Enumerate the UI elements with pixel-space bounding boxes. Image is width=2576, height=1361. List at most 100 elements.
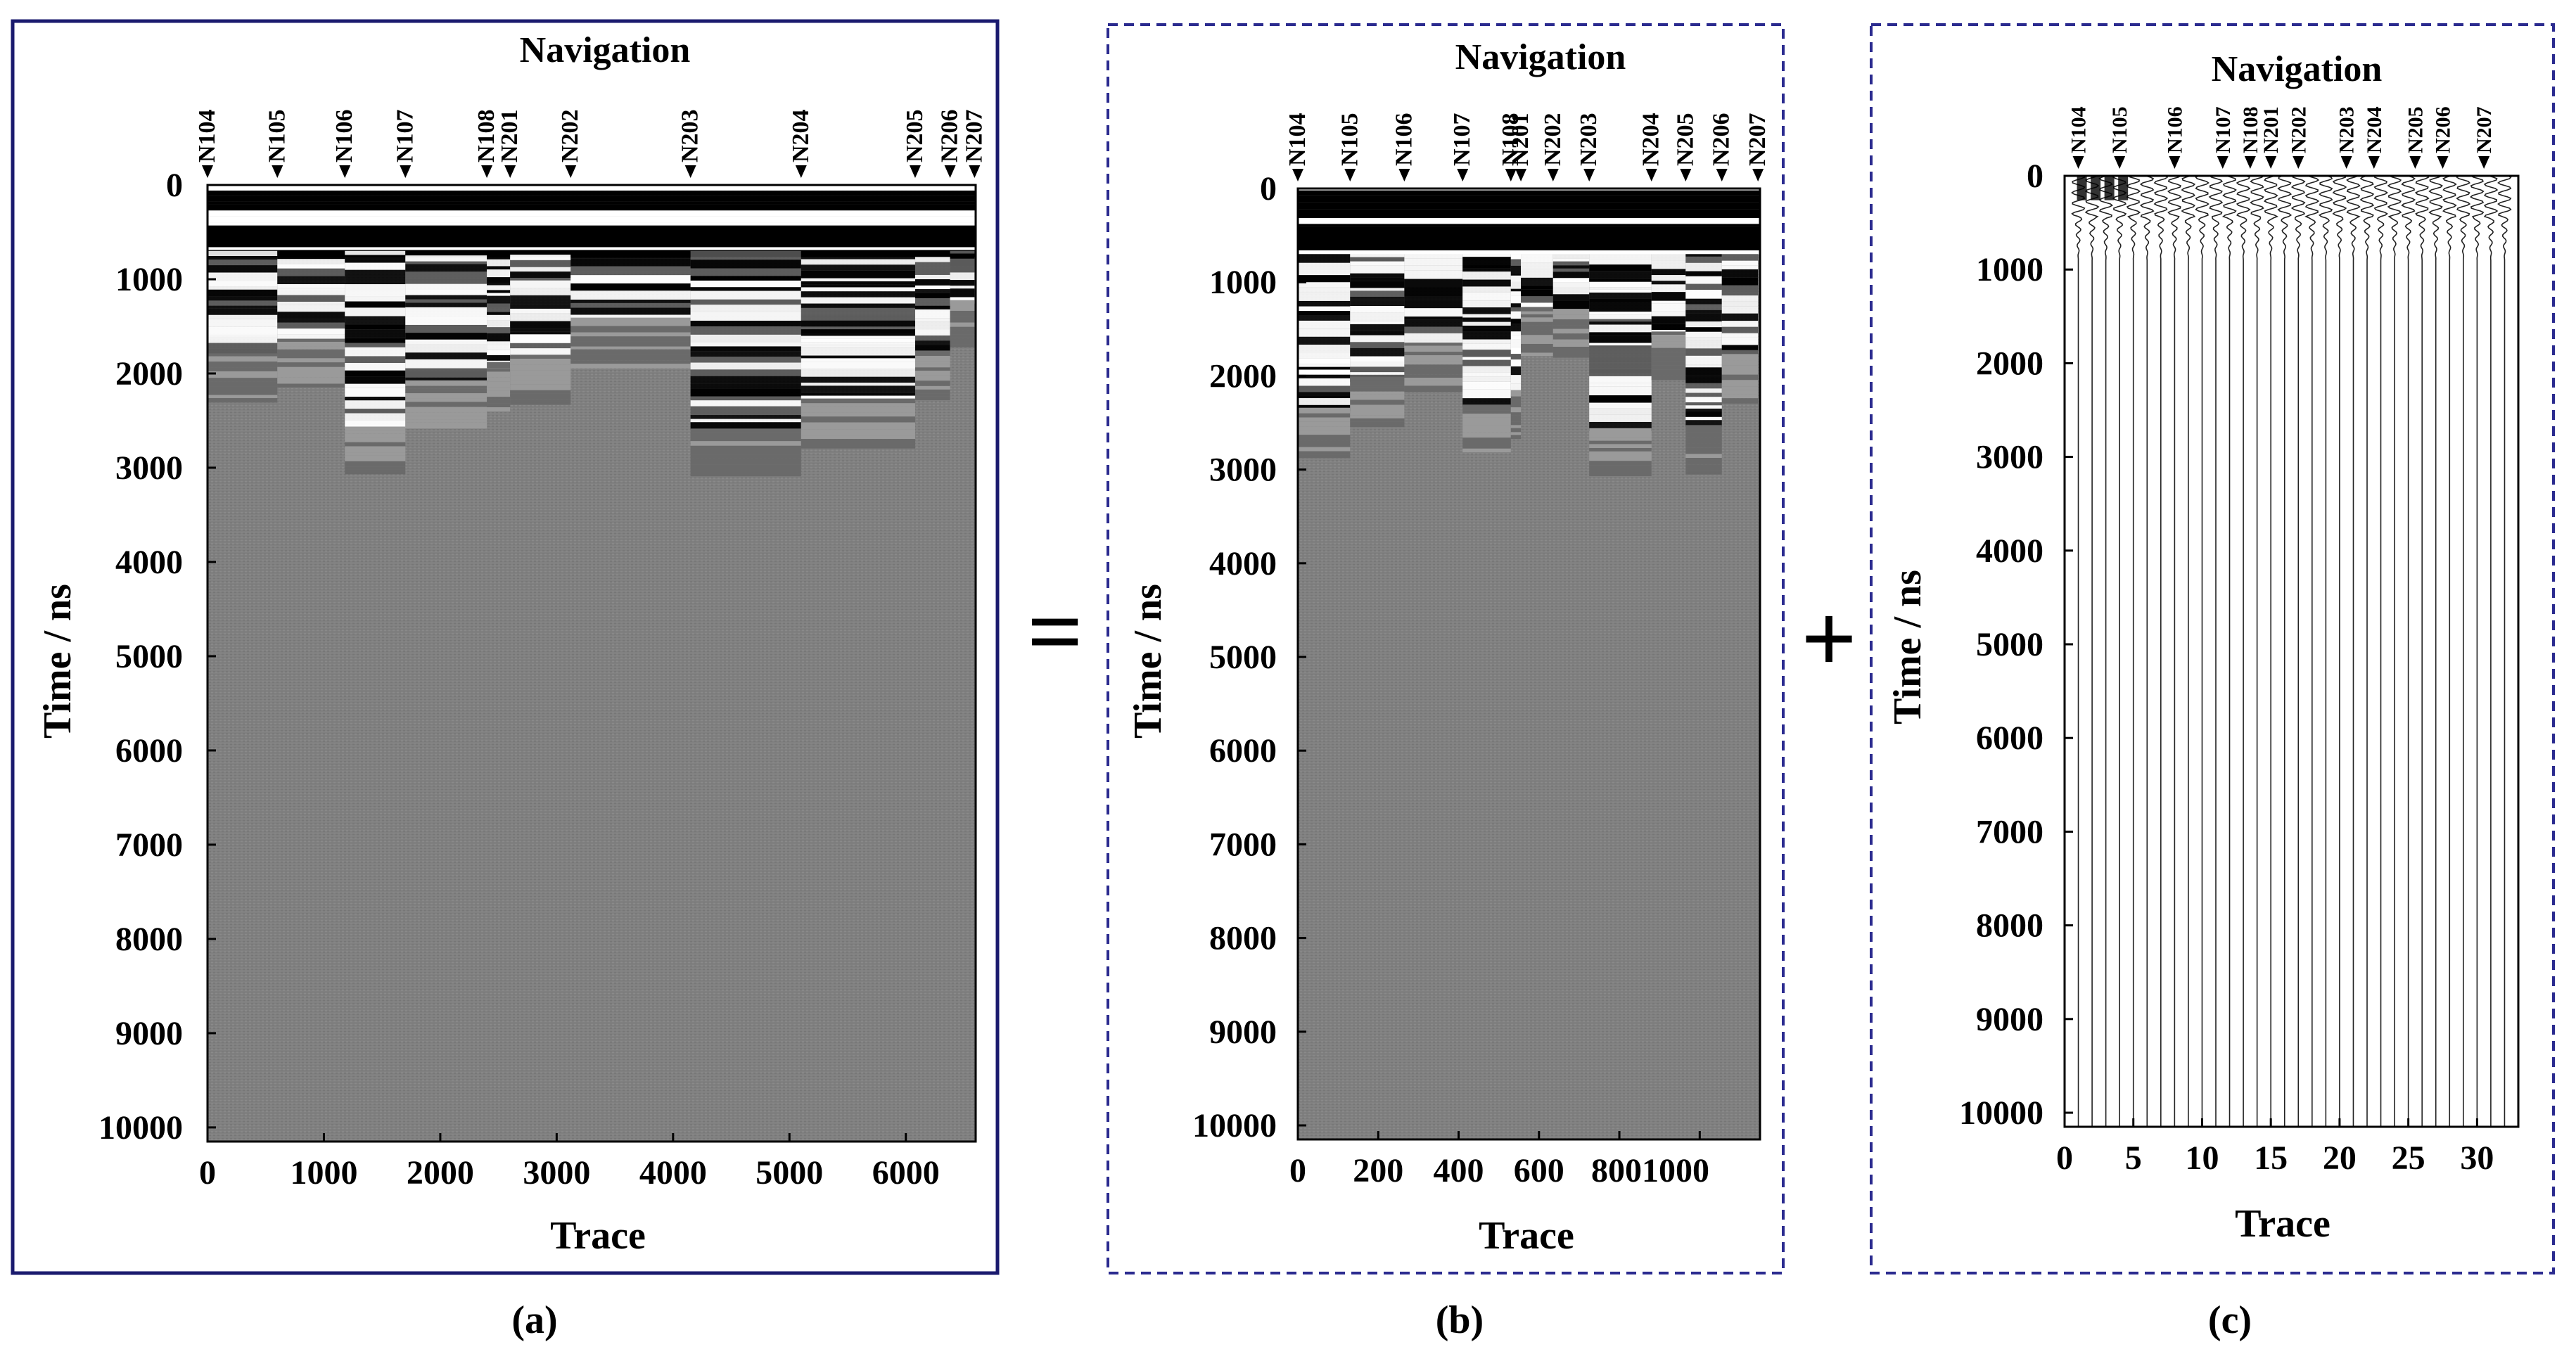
y-tick-label-c: 10000 [1959, 1094, 2043, 1132]
x-tick-label-a: 2000 [407, 1154, 474, 1191]
nav-marker-arrow [2114, 156, 2126, 169]
nav-marker-arrow [1505, 169, 1517, 181]
nav-marker-arrow [909, 165, 921, 178]
x-tick-label-a: 6000 [872, 1154, 940, 1191]
wiggle-fill [2077, 176, 2087, 200]
x-tick-label-c: 20 [2323, 1139, 2357, 1177]
x-axis-label-a: Trace [550, 1214, 646, 1258]
x-tick-label-c: 5 [2125, 1139, 2142, 1177]
chart-title-b: Navigation [1455, 37, 1626, 77]
y-tick-label-c: 5000 [1976, 626, 2043, 663]
x-tick-label-b: 8001000 [1591, 1152, 1709, 1189]
nav-marker-arrow [272, 165, 283, 178]
wiggle-trace [2332, 175, 2347, 1127]
nav-marker-arrow [2368, 156, 2380, 169]
y-tick-label-b: 6000 [1209, 732, 1277, 769]
y-tick-label-c: 4000 [1976, 532, 2043, 570]
nav-marker-label: N105 [2108, 106, 2131, 153]
y-tick-label-b: 9000 [1209, 1014, 1277, 1051]
nav-marker-label: N107 [1449, 113, 1475, 166]
nav-marker-label: N201 [1507, 113, 1534, 166]
wiggle-trace [2181, 175, 2196, 1127]
y-tick-label-a: 3000 [115, 449, 183, 487]
nav-marker-label: N206 [1709, 113, 1735, 166]
y-tick-label-c: 6000 [1976, 720, 2043, 757]
panel-label-b: (b) [1436, 1298, 1484, 1342]
y-tick-label-a: 10000 [98, 1109, 183, 1146]
nav-marker-label: N204 [788, 109, 814, 162]
nav-marker-arrow [400, 165, 412, 178]
nav-marker-label: N201 [497, 109, 523, 162]
y-tick-label-a: 0 [166, 167, 183, 204]
y-tick-label-c: 3000 [1976, 439, 2043, 476]
panel-label-a: (a) [511, 1298, 557, 1342]
nav-marker-label: N108 [1498, 113, 1524, 166]
panel-b-frame [1107, 23, 1785, 1274]
y-axis-label-b: Time / ns [1126, 584, 1170, 739]
nav-marker-label: N104 [194, 109, 220, 162]
y-tick-label-b: 3000 [1209, 452, 1277, 489]
nav-marker-label: N202 [557, 109, 583, 162]
nav-marker-arrow [1292, 169, 1303, 181]
nav-marker-arrow [2293, 156, 2304, 169]
nav-marker-arrow [1583, 169, 1595, 181]
wiggle-trace [2401, 175, 2416, 1127]
nav-marker-arrow [1547, 169, 1559, 181]
wiggle-trace [2483, 175, 2499, 1127]
y-tick-label-a: 4000 [115, 544, 183, 581]
wiggle-trace [2304, 175, 2320, 1127]
nav-marker-label: N207 [2473, 106, 2496, 153]
wiggle-trace [2346, 175, 2361, 1127]
y-axis-label-a: Time / ns [36, 584, 79, 739]
y-tick-label-a: 1000 [115, 261, 183, 298]
x-tick-label-b: 400 [1434, 1152, 1484, 1189]
nav-marker-label: N206 [937, 109, 963, 162]
wiggle-trace [2112, 175, 2127, 1127]
wiggle-trace [2359, 175, 2375, 1127]
wiggle-trace [2318, 175, 2333, 1127]
nav-marker-arrow [1457, 169, 1469, 181]
x-tick-label-b: 200 [1353, 1152, 1403, 1189]
plot-area-a [206, 184, 977, 1143]
wiggle-fill [2104, 176, 2115, 200]
y-tick-label-a: 2000 [115, 355, 183, 392]
plus-operator: + [1801, 584, 1857, 694]
wiggle-trace [2221, 175, 2237, 1127]
x-tick-label-a: 0 [199, 1154, 216, 1191]
nav-marker-label: N207 [1745, 113, 1771, 166]
nav-marker-label: N205 [902, 109, 928, 162]
nav-marker-label: N203 [2335, 106, 2359, 153]
nav-marker-arrow [2217, 156, 2229, 169]
x-tick-label-a: 4000 [639, 1154, 707, 1191]
wiggle-trace [2428, 175, 2443, 1127]
nav-marker-arrow [565, 165, 577, 178]
wiggle-trace [2387, 175, 2402, 1127]
y-tick-label-b: 7000 [1209, 826, 1277, 863]
wiggle-plot-c [2065, 175, 2518, 1127]
nav-marker-arrow [339, 165, 351, 178]
y-tick-label-b: 5000 [1209, 639, 1277, 676]
x-axis-label-c: Trace [2235, 1202, 2330, 1246]
y-tick-label-a: 5000 [115, 638, 183, 675]
x-tick-label-a: 1000 [290, 1154, 357, 1191]
wiggle-trace [2207, 175, 2224, 1127]
nav-marker-label: N207 [961, 109, 987, 162]
x-tick-label-c: 10 [2185, 1139, 2219, 1177]
y-tick-label-b: 4000 [1209, 545, 1277, 582]
nav-marker-label: N104 [2067, 106, 2091, 153]
x-tick-label-c: 15 [2254, 1139, 2288, 1177]
nav-marker-arrow [202, 165, 213, 178]
y-tick-label-c: 7000 [1976, 813, 2043, 850]
wiggle-trace [2497, 175, 2512, 1127]
nav-marker-arrow [2437, 156, 2449, 169]
nav-marker-label: N106 [2163, 106, 2186, 153]
nav-marker-label: N108 [2239, 106, 2262, 153]
wiggle-trace [2236, 175, 2251, 1127]
nav-marker-arrow [504, 165, 516, 178]
nav-marker-label: N104 [1284, 113, 1311, 166]
y-tick-label-c: 0 [2027, 158, 2043, 195]
nav-marker-label: N203 [677, 109, 703, 162]
wiggle-trace [2277, 175, 2293, 1127]
wiggle-trace [2139, 175, 2155, 1127]
nav-marker-label: N205 [1672, 113, 1698, 166]
